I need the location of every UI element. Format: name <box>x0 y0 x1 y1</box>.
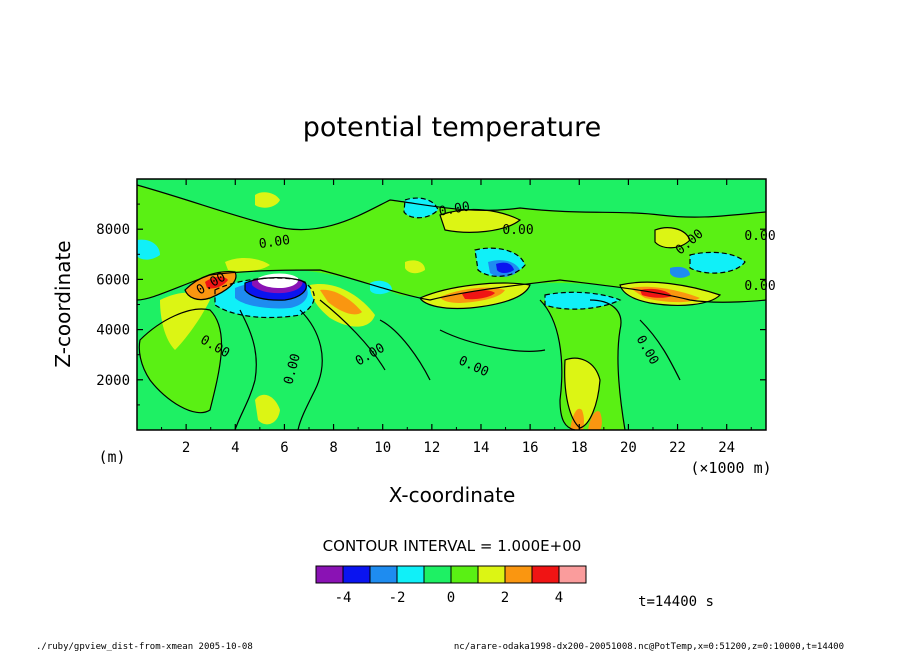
fill-region-cyan-4 <box>545 292 620 310</box>
x-tick-label: 20 <box>620 440 637 456</box>
x-tick-label: 10 <box>374 440 391 456</box>
y-tick-label: 2000 <box>96 373 130 389</box>
x-tick-label: 18 <box>571 440 588 456</box>
footer-left: ./ruby/gpview_dist-from-xmean 2005-10-08 <box>36 642 253 652</box>
contour-label: 0.00 <box>258 233 291 252</box>
contour-line <box>564 357 601 429</box>
x-tick-label: 12 <box>423 440 440 456</box>
fill-region-orange-bottom-2 <box>588 411 602 430</box>
colorbar-tick-label: 2 <box>501 590 509 606</box>
contour-line <box>379 319 431 381</box>
colorbar-swatch <box>396 565 425 584</box>
contour-line <box>136 269 767 303</box>
fill-region-white-core <box>258 273 299 288</box>
fill-region-light-green-upper <box>137 185 766 302</box>
colorbar-swatch <box>450 565 479 584</box>
colorbar-swatch <box>369 565 398 584</box>
contour-line <box>184 270 237 301</box>
contour-line <box>297 309 323 431</box>
fill-region-yellow-4 <box>655 227 690 248</box>
y-tick-label: 8000 <box>96 222 130 238</box>
contour-line <box>419 282 531 310</box>
y-tick-label: 6000 <box>96 272 130 288</box>
x-tick-label: 24 <box>718 440 735 456</box>
contour-line <box>138 308 223 414</box>
contour-line <box>654 227 691 249</box>
plot-area: 0.000.000.000.000.000.00 0.00 0.00 0.000.00… <box>96 178 776 456</box>
contour-line <box>136 184 767 231</box>
y-axis: 2000 4000 6000 8000 <box>96 203 766 406</box>
fill-region-red-left <box>205 276 228 289</box>
contour-line <box>474 247 526 277</box>
contour-line <box>244 277 307 301</box>
x-tick-label: 16 <box>522 440 539 456</box>
fill-region-yellow-1 <box>160 292 210 350</box>
y-axis-label: Z-coordinate <box>51 240 75 367</box>
y-tick-label: 4000 <box>96 323 130 339</box>
colorbar: -4 -2 0 2 4 <box>315 565 587 606</box>
fill-region-yellow-5 <box>564 358 600 428</box>
colorbar-tick-label: -4 <box>335 590 352 606</box>
contour-line <box>319 299 386 371</box>
contour-line <box>539 299 576 431</box>
colorbar-tick-label: 4 <box>555 590 563 606</box>
colorbar-tick-label: -2 <box>389 590 406 606</box>
contour-line <box>214 277 315 319</box>
contour-line <box>439 208 522 233</box>
fill-region-cyan-5 <box>690 252 745 274</box>
colorbar-tick-label: 0 <box>447 590 455 606</box>
fill-region-orange-core-right <box>320 289 362 315</box>
contour-line-layer <box>136 184 767 431</box>
x-axis: 2 4 6 8 10 12 14 16 18 20 22 24 <box>161 179 752 456</box>
contour-line <box>234 309 257 431</box>
fill-region-cyan-1 <box>137 239 160 260</box>
colorbar-swatch <box>423 565 452 584</box>
colorbar-swatch <box>342 565 371 584</box>
contour-line <box>639 319 681 381</box>
contour-line <box>544 291 622 310</box>
colorbar-swatch <box>558 565 587 584</box>
contour-interval-text: CONTOUR INTERVAL = 1.000E+00 <box>323 537 582 555</box>
footer-right: nc/arare-odaka1998-dx200-20051008.nc@Pot… <box>454 642 844 652</box>
x-tick-label: 6 <box>280 440 288 456</box>
contour-label: 0.00 <box>438 199 471 219</box>
x-tick-label: 2 <box>182 440 190 456</box>
fill-region-blue-right-band <box>670 266 690 278</box>
fill-region-yellow-6 <box>255 394 280 425</box>
colorbar-swatch <box>477 565 506 584</box>
contour-label: 0.00 <box>744 279 775 294</box>
chart-title: potential temperature <box>303 112 601 143</box>
x-unit-label: (×1000 m) <box>690 459 771 477</box>
contour-line <box>689 251 746 274</box>
contour-line <box>439 329 546 352</box>
x-tick-label: 22 <box>669 440 686 456</box>
fill-region-orange-bottom-1 <box>570 408 584 430</box>
fill-region-yellow-3 <box>440 209 520 233</box>
colorbar-swatch <box>315 565 344 584</box>
fill-region-blue-mid <box>496 262 514 273</box>
y-unit-label: (m) <box>98 448 125 466</box>
time-label: t=14400 s <box>638 594 714 610</box>
colorbar-swatch <box>531 565 560 584</box>
x-tick-label: 8 <box>329 440 337 456</box>
contour-fill-layer <box>137 185 766 430</box>
x-tick-label: 4 <box>231 440 239 456</box>
contour-label: 0.00 <box>744 229 775 244</box>
fill-region-yellow-7 <box>405 260 425 274</box>
fill-region-yellow-left-ring <box>225 258 270 272</box>
fill-region-light-green-left <box>139 309 222 413</box>
contour-line <box>619 281 722 306</box>
colorbar-swatch <box>504 565 533 584</box>
x-axis-label: X-coordinate <box>389 483 516 507</box>
fill-region-yellow-2 <box>255 192 280 208</box>
contour-label: 0.00 <box>502 223 533 238</box>
x-tick-label: 14 <box>473 440 490 456</box>
